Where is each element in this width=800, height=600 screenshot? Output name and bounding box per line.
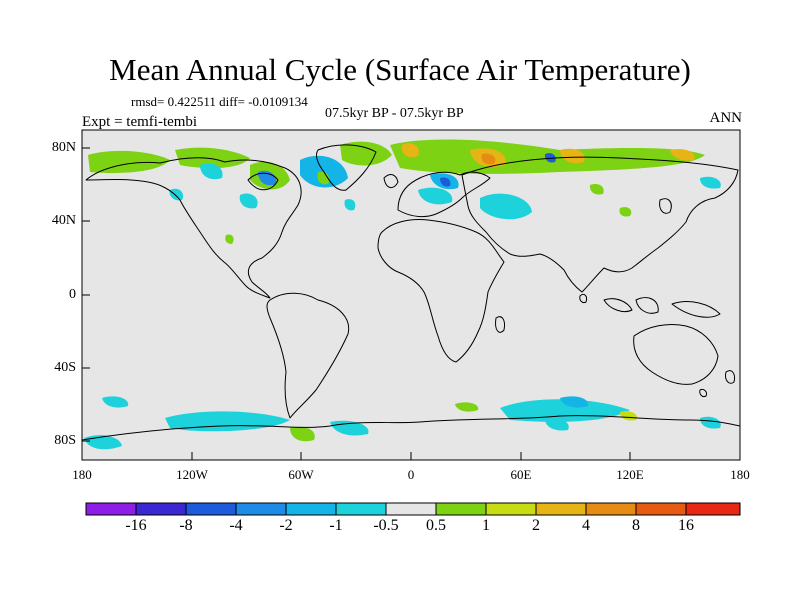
coastline-africa [377, 219, 505, 363]
anomaly-patch [418, 187, 453, 205]
colorbar-swatch [436, 503, 486, 515]
anomaly-patch [481, 153, 496, 165]
coastline-north-america [85, 157, 302, 299]
anomaly-patch [401, 143, 419, 158]
experiment-label: Expt = temfi-tembi [82, 114, 198, 130]
coastline-australia [633, 323, 719, 385]
lon-label-180e: 180 [730, 467, 750, 482]
lat-label-40n: 40N [51, 213, 76, 228]
coastline-south-america [266, 292, 350, 419]
colorbar-label: 16 [678, 517, 694, 534]
anomaly-patch [290, 426, 315, 442]
lat-label-80n: 80N [51, 140, 76, 155]
coastline-tasmania [699, 389, 707, 397]
anomaly-patch [700, 416, 721, 429]
lon-label-120w: 120W [176, 467, 208, 482]
anomaly-patch [670, 149, 695, 161]
axis-ticks [82, 147, 631, 460]
colorbar-swatch [636, 503, 686, 515]
colorbar-swatch [686, 503, 740, 515]
colorbar-label: -16 [125, 517, 147, 534]
colorbar-swatch [286, 503, 336, 515]
anomaly-patch [455, 402, 479, 412]
coastline-borneo [635, 297, 659, 314]
colorbar-swatch [386, 503, 436, 515]
colorbar-label: -0.5 [373, 517, 399, 534]
coastline-hudson-bay [247, 172, 279, 191]
coastline-uk [383, 174, 399, 188]
anomaly-patch [200, 163, 223, 180]
anomaly-patch [700, 176, 721, 189]
season-label: ANN [709, 110, 743, 126]
anomaly-patch [344, 199, 356, 211]
colorbar-label: -1 [329, 517, 343, 534]
colorbar-label: 8 [632, 517, 640, 534]
coastline-new-zealand [725, 370, 735, 384]
coastline-asia [461, 156, 739, 293]
coastline-greenland [315, 144, 377, 191]
anomaly-patch [88, 150, 170, 174]
colorbar-label: 4 [582, 517, 590, 534]
coastline-europe [397, 171, 491, 218]
statistics-text: rmsd= 0.422511 diff= -0.0109134 [131, 94, 308, 109]
anomaly-patch [317, 171, 330, 185]
colorbar-label: -4 [229, 517, 243, 534]
anomaly-patch [102, 396, 129, 408]
coastline-new-guinea [671, 301, 721, 318]
anomaly-patch [589, 184, 604, 195]
coastline-sri-lanka [579, 293, 587, 303]
colorbar-swatch [586, 503, 636, 515]
colorbar-swatch [186, 503, 236, 515]
colorbar-swatch [536, 503, 586, 515]
lon-label-180w: 180 [72, 467, 92, 482]
colorbar-label: -8 [179, 517, 193, 534]
coastline-madagascar [495, 316, 505, 333]
colorbar-swatch [86, 503, 136, 515]
lat-label-0: 0 [69, 287, 76, 302]
colorbar-label: 0.5 [426, 517, 446, 534]
anomaly-patch [239, 193, 258, 209]
colorbar-swatch [136, 503, 186, 515]
anomaly-patch [175, 147, 250, 169]
colorbar-swatch [336, 503, 386, 515]
anomaly-patch [169, 188, 184, 201]
anomaly-patch [440, 177, 451, 187]
anomaly-patch [560, 148, 585, 164]
map-title: Mean Annual Cycle (Surface Air Temperatu… [109, 52, 691, 87]
coastline-sumatra [603, 298, 633, 313]
colorbar-label: 2 [532, 517, 540, 534]
coastlines [81, 144, 741, 441]
anomaly-patch [340, 141, 392, 166]
colorbar-label: 1 [482, 517, 490, 534]
lon-label-0: 0 [407, 467, 415, 482]
lat-label-40s: 40S [54, 360, 76, 375]
colorbar-label: -2 [279, 517, 293, 534]
coastline-japan [659, 198, 672, 214]
anomaly-patch [619, 207, 632, 217]
anomaly-patch [480, 193, 532, 220]
colorbar-swatch [486, 503, 536, 515]
colorbar [85, 502, 741, 516]
lon-label-60e: 60E [510, 467, 532, 482]
anomaly-patch [545, 418, 569, 431]
lat-label-80s: 80S [54, 433, 76, 448]
anomaly-patch [225, 234, 234, 244]
map-field [82, 130, 740, 460]
colorbar-swatch [236, 503, 286, 515]
lon-label-60w: 60W [288, 467, 314, 482]
period-label: 07.5kyr BP - 07.5kyr BP [325, 106, 464, 121]
coastline-antarctica [81, 415, 741, 441]
lon-label-120e: 120E [616, 467, 644, 482]
anomaly-patch [560, 396, 589, 408]
